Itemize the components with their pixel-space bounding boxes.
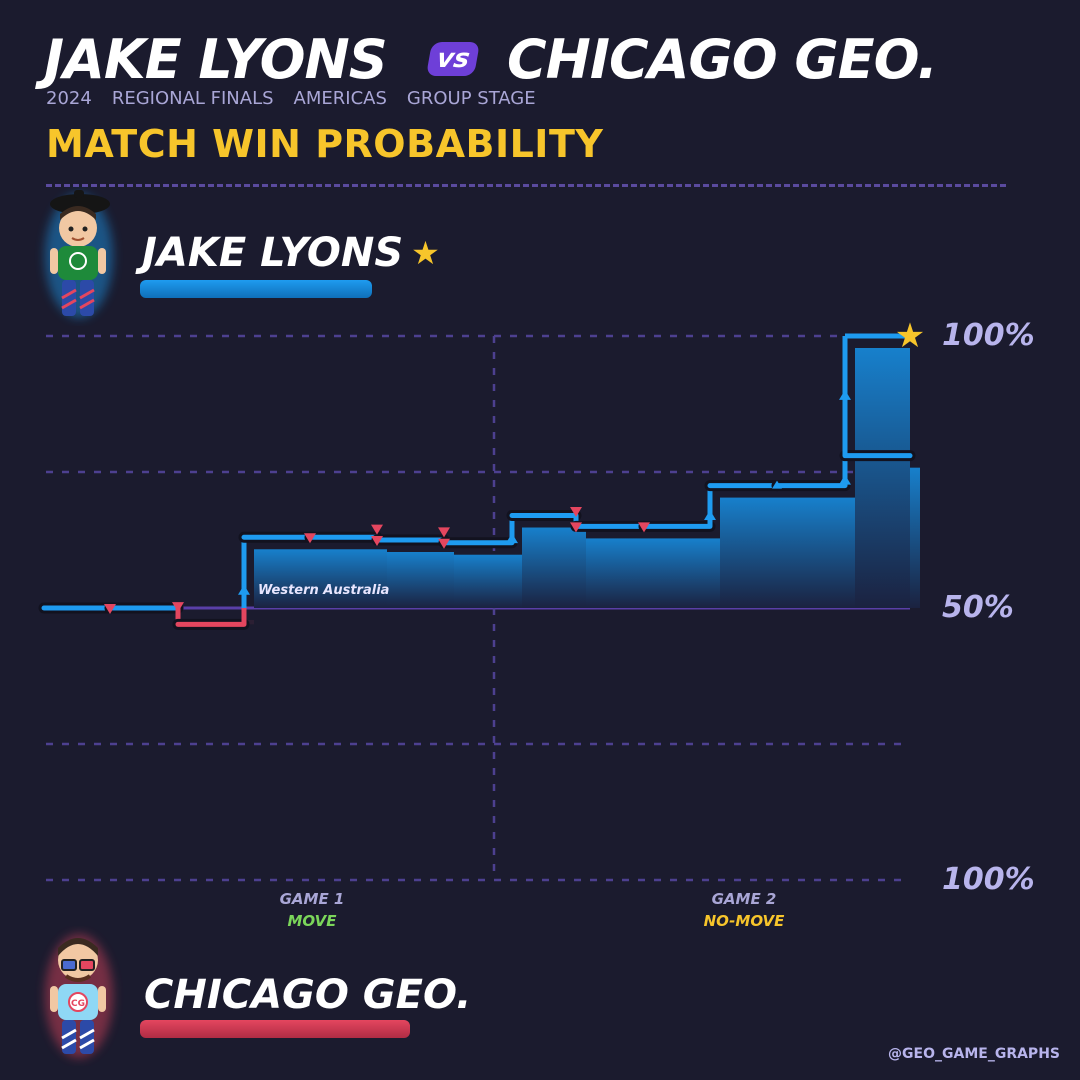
player2-name: CHICAGO GEO.: [144, 972, 472, 1018]
area-fill: [320, 549, 387, 608]
round-down-marker: [104, 604, 116, 614]
player2-color-bar: [140, 1020, 410, 1038]
axis-top-label: 100%: [942, 318, 1035, 353]
match-meta: 2024 REGIONAL FINALS AMERICAS GROUP STAG…: [46, 88, 536, 109]
round-up-marker: [772, 480, 782, 489]
title-player2: CHICAGO GEO.: [507, 27, 938, 91]
meta-region: AMERICAS: [293, 88, 387, 109]
round-down-marker: [172, 602, 184, 613]
annotation-label: Western Australia: [258, 583, 389, 598]
area-fill: [787, 497, 855, 608]
final-star-icon: ★: [895, 316, 925, 356]
area-fill: [654, 538, 720, 608]
area-fill: [454, 554, 522, 608]
area-fill: [586, 538, 654, 608]
area-fill: [720, 497, 787, 608]
axis-bottom-label: 100%: [942, 862, 1035, 897]
meta-event: REGIONAL FINALS: [111, 88, 274, 109]
round-down-marker: [371, 536, 383, 546]
player1-avatar: [45, 190, 113, 318]
chart-subtitle: MATCH WIN PROBABILITY: [46, 122, 604, 166]
round-up-marker: [506, 533, 518, 544]
player2-avatar: CG: [45, 934, 113, 1058]
header-divider: [46, 184, 1006, 187]
title-player1: JAKE LYONS: [44, 27, 388, 91]
round-up-marker: [704, 510, 716, 520]
round-down-marker: [638, 522, 650, 533]
round-down-marker: [570, 522, 582, 533]
round-down-marker: [438, 527, 450, 538]
round-down-marker: [438, 538, 450, 549]
player1-name: JAKE LYONS: [142, 230, 404, 276]
area-fill: [855, 348, 910, 608]
round-down-marker: [371, 524, 383, 535]
star-icon: ★: [411, 234, 440, 272]
game1-label: GAME 1: [279, 890, 345, 908]
game2-mode: NO-MOVE: [703, 912, 785, 930]
round-down-marker: [304, 533, 316, 544]
round-up-marker: [839, 474, 851, 485]
game2-label: GAME 2: [711, 890, 777, 908]
title-row: JAKE LYONS vs CHICAGO GEO.: [44, 24, 938, 94]
round-up-marker: [839, 389, 851, 400]
player1-header: JAKE LYONS ★: [142, 230, 440, 276]
meta-stage: GROUP STAGE: [406, 88, 536, 109]
game1-mode: MOVE: [287, 912, 337, 930]
axis-mid-label: 50%: [942, 590, 1014, 625]
credit: @GEO_GAME_GRAPHS: [888, 1046, 1060, 1062]
area-fill: [387, 552, 454, 608]
player2-shirt-logo: CG: [71, 999, 85, 1009]
meta-year: 2024: [46, 88, 92, 109]
area-fill: [522, 527, 586, 608]
round-up-marker: [238, 584, 250, 595]
area-fill: [254, 549, 320, 608]
player1-color-bar: [140, 280, 372, 298]
round-down-marker: [570, 506, 582, 517]
